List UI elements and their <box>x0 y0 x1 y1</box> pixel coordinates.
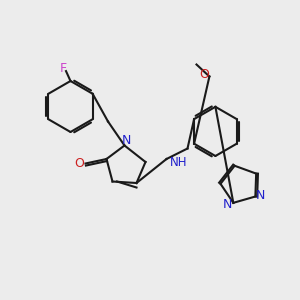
Text: N: N <box>256 188 266 202</box>
Text: O: O <box>199 68 209 82</box>
Text: O: O <box>74 157 84 170</box>
Text: N: N <box>121 134 131 147</box>
Text: N: N <box>223 198 232 211</box>
Text: F: F <box>59 62 67 76</box>
Text: NH: NH <box>170 155 188 169</box>
